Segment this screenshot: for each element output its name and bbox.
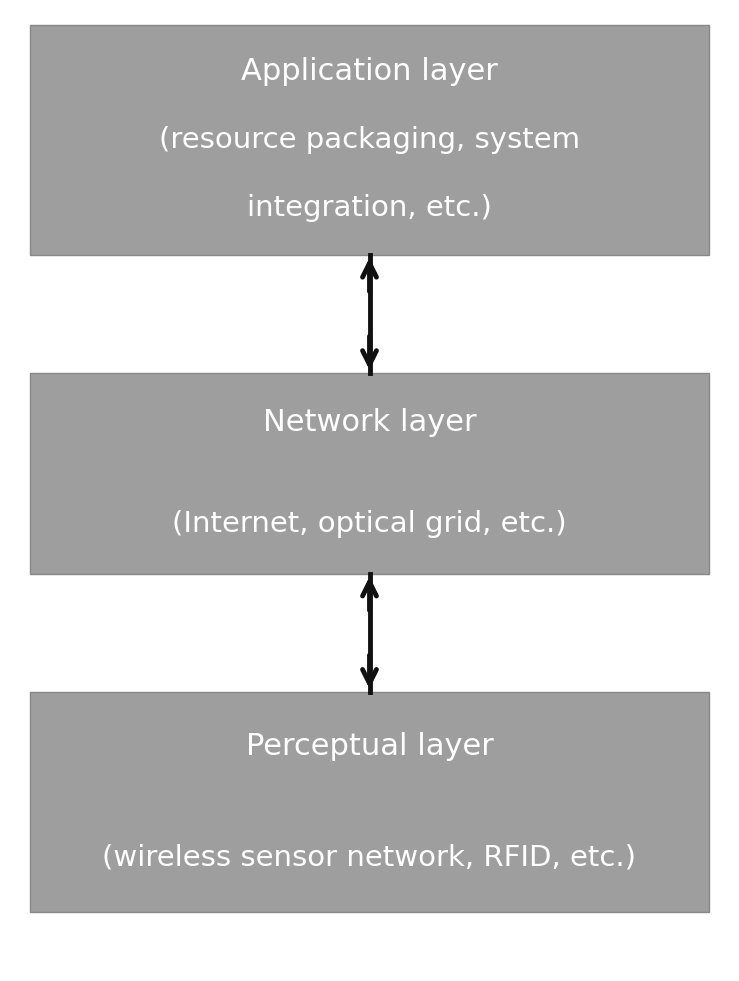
Text: (wireless sensor network, RFID, etc.): (wireless sensor network, RFID, etc.) bbox=[103, 844, 636, 872]
Text: Network layer: Network layer bbox=[262, 408, 477, 437]
Text: (resource packaging, system: (resource packaging, system bbox=[159, 126, 580, 154]
Text: (Internet, optical grid, etc.): (Internet, optical grid, etc.) bbox=[172, 510, 567, 539]
FancyBboxPatch shape bbox=[30, 692, 709, 912]
FancyBboxPatch shape bbox=[30, 25, 709, 255]
Text: integration, etc.): integration, etc.) bbox=[247, 194, 492, 223]
FancyBboxPatch shape bbox=[30, 373, 709, 574]
Text: Application layer: Application layer bbox=[241, 57, 498, 85]
Text: Perceptual layer: Perceptual layer bbox=[245, 732, 494, 760]
